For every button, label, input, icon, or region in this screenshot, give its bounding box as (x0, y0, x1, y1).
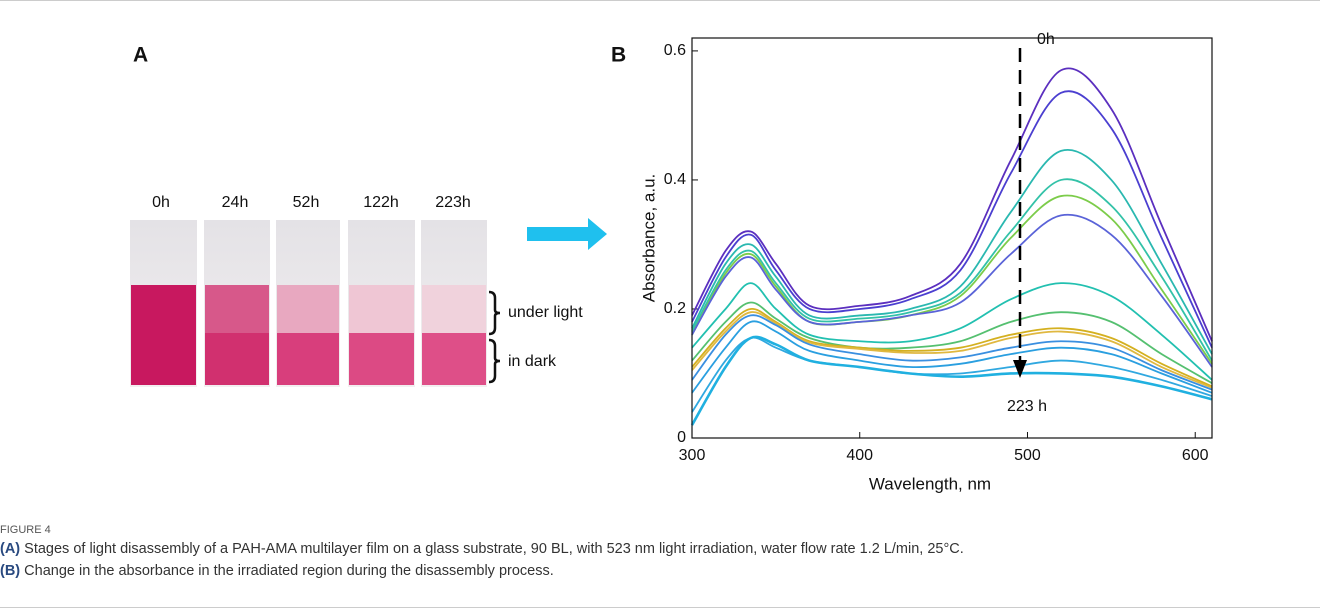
y-tick-label: 0.6 (664, 42, 686, 59)
annotation: 223 h (1007, 398, 1047, 415)
time-label: 122h (363, 194, 399, 211)
time-label: 0h (152, 194, 170, 211)
spectrum-line (691, 178, 1213, 362)
caption-line: (B) Change in the absorbance in the irra… (0, 563, 554, 579)
annotation: 0h (1037, 31, 1055, 48)
figure-label: FIGURE 4 (0, 524, 51, 536)
slide (421, 220, 487, 387)
panel-label: A (133, 44, 148, 67)
x-tick-label: 400 (846, 447, 873, 464)
spectrum-line (690, 335, 1213, 426)
spectrum-line (691, 213, 1213, 368)
spectrum-line (691, 282, 1213, 381)
spectrum-line (691, 301, 1213, 384)
time-label: 24h (222, 194, 249, 211)
spectrum-line (691, 311, 1213, 389)
caption-text: Stages of light disassembly of a PAH-AMA… (20, 541, 964, 557)
y-axis-label: Absorbance, a.u. (639, 174, 658, 303)
spectrum-line (691, 90, 1213, 349)
caption-line: (A) Stages of light disassembly of a PAH… (0, 541, 964, 557)
x-tick-label: 300 (679, 447, 706, 464)
slide (130, 220, 197, 387)
spectrum-line (691, 308, 1213, 388)
region-label: under light (508, 304, 583, 321)
slide (204, 220, 270, 387)
time-label: 52h (293, 194, 320, 211)
slide (276, 220, 340, 387)
plot-frame (691, 37, 1213, 439)
x-axis-label: Wavelength, nm (869, 474, 991, 493)
caption-label: (B) (0, 563, 20, 579)
brace (488, 290, 501, 336)
photo-panel: 0h 24h 52h 122h 223h under light in dark (130, 194, 607, 387)
y-tick-label: 0.2 (664, 300, 686, 317)
slide (348, 220, 415, 387)
spectrum-line (691, 148, 1213, 355)
spectrum-line (691, 67, 1213, 342)
y-tick-label: 0.4 (664, 171, 686, 188)
time-label: 223h (435, 194, 471, 211)
trend-arrow-head (1013, 360, 1027, 378)
caption-text: Change in the absorbance in the irradiat… (20, 563, 554, 579)
spectrum-line (691, 314, 1213, 391)
y-tick-label: 0 (677, 429, 686, 446)
brace (488, 338, 501, 384)
panel-label: B (611, 44, 626, 67)
x-tick-label: 500 (1014, 447, 1041, 464)
x-tick-label: 600 (1182, 447, 1209, 464)
spectrum-line (691, 320, 1213, 394)
caption-label: (A) (0, 541, 20, 557)
region-label: in dark (508, 353, 557, 370)
arrow (527, 218, 607, 250)
